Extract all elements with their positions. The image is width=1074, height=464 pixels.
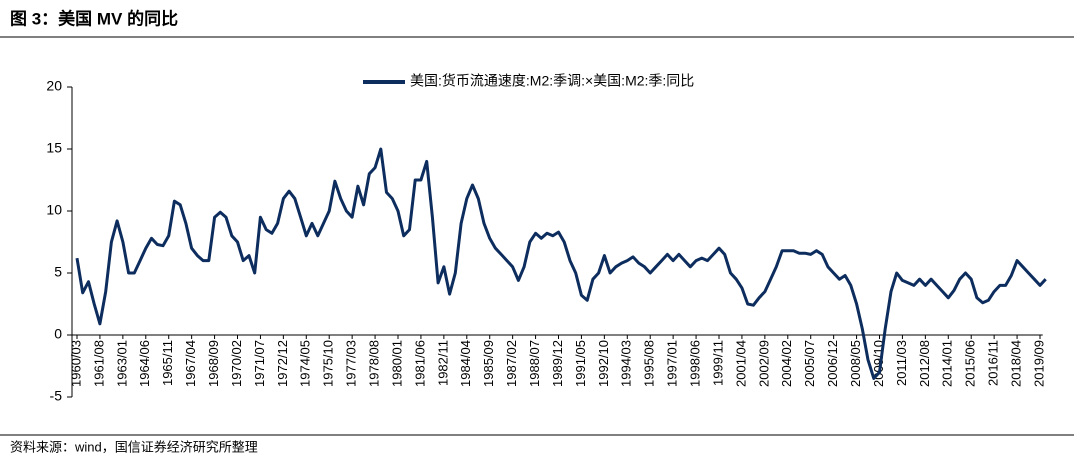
x-tick-label: 2018/04 bbox=[1009, 340, 1024, 387]
x-tick-label: 1981/06 bbox=[412, 340, 427, 387]
x-tick-label: 1974/05 bbox=[298, 340, 313, 387]
x-tick-label: 2016/11 bbox=[986, 340, 1001, 386]
series-line bbox=[75, 147, 1047, 380]
x-tick-label: 1971/07 bbox=[252, 340, 267, 387]
x-tick-label: 1972/12 bbox=[275, 340, 290, 387]
x-tick-label: 1994/03 bbox=[619, 340, 634, 387]
x-tick-label: 2006/12 bbox=[825, 340, 840, 387]
x-tick-label: 1984/04 bbox=[458, 340, 473, 387]
x-tick-label: 2005/07 bbox=[802, 340, 817, 387]
source-note: 资料来源：wind，国信证券经济研究所整理 bbox=[10, 439, 258, 454]
x-tick-label: 1980/01 bbox=[389, 340, 404, 387]
x-tick-label: 1997/01 bbox=[665, 340, 680, 387]
x-tick-label: 1965/11 bbox=[160, 340, 175, 386]
y-tick-label: 5 bbox=[54, 264, 62, 280]
x-tick-label: 1987/02 bbox=[504, 340, 519, 387]
x-tick-label: 2019/09 bbox=[1031, 340, 1046, 387]
x-tick-label: 2002/09 bbox=[756, 340, 771, 387]
y-tick-label: 15 bbox=[46, 140, 62, 156]
x-tick-label: 1991/05 bbox=[573, 340, 588, 387]
x-tick-label: 1999/11 bbox=[710, 340, 725, 386]
chart-title: 图 3：美国 MV 的同比 bbox=[10, 8, 178, 28]
x-tick-label: 1992/10 bbox=[596, 340, 611, 387]
x-tick-label: 2012/08 bbox=[917, 340, 932, 387]
x-tick-label: 1964/06 bbox=[137, 340, 152, 387]
x-tick-label: 2001/04 bbox=[733, 340, 748, 387]
x-tick-label: 1998/06 bbox=[688, 340, 703, 387]
x-tick-label: 1988/07 bbox=[527, 340, 542, 387]
x-tick-label: 1982/11 bbox=[435, 340, 450, 386]
x-tick-label: 1977/03 bbox=[344, 340, 359, 387]
y-tick-label: 10 bbox=[46, 202, 62, 218]
x-tick-label: 1978/08 bbox=[367, 340, 382, 387]
x-tick-label: 1995/08 bbox=[642, 340, 657, 387]
x-tick-label: 2014/01 bbox=[940, 340, 955, 387]
y-tick-label: 0 bbox=[54, 326, 62, 342]
x-tick-label: 2015/06 bbox=[963, 340, 978, 387]
x-tick-label: 1967/04 bbox=[183, 340, 198, 387]
x-tick-label: 2011/03 bbox=[894, 340, 909, 386]
x-tick-label: 2008/05 bbox=[848, 340, 863, 387]
x-tick-label: 1989/12 bbox=[550, 340, 565, 387]
y-tick-label: -5 bbox=[50, 388, 63, 404]
x-tick-label: 1975/10 bbox=[321, 340, 336, 387]
x-tick-label: 1970/02 bbox=[229, 340, 244, 387]
x-tick-label: 1985/09 bbox=[481, 340, 496, 387]
x-tick-label: 1960/03 bbox=[68, 340, 83, 387]
legend-label: 美国:货币流通速度:M2:季调:×美国:M2:季:同比 bbox=[410, 73, 694, 89]
x-tick-label: 2004/02 bbox=[779, 340, 794, 387]
x-tick-label: 1963/01 bbox=[114, 340, 129, 387]
x-tick-label: 1961/08 bbox=[91, 340, 106, 387]
y-tick-label: 20 bbox=[46, 78, 62, 94]
x-tick-label: 1968/09 bbox=[206, 340, 221, 387]
